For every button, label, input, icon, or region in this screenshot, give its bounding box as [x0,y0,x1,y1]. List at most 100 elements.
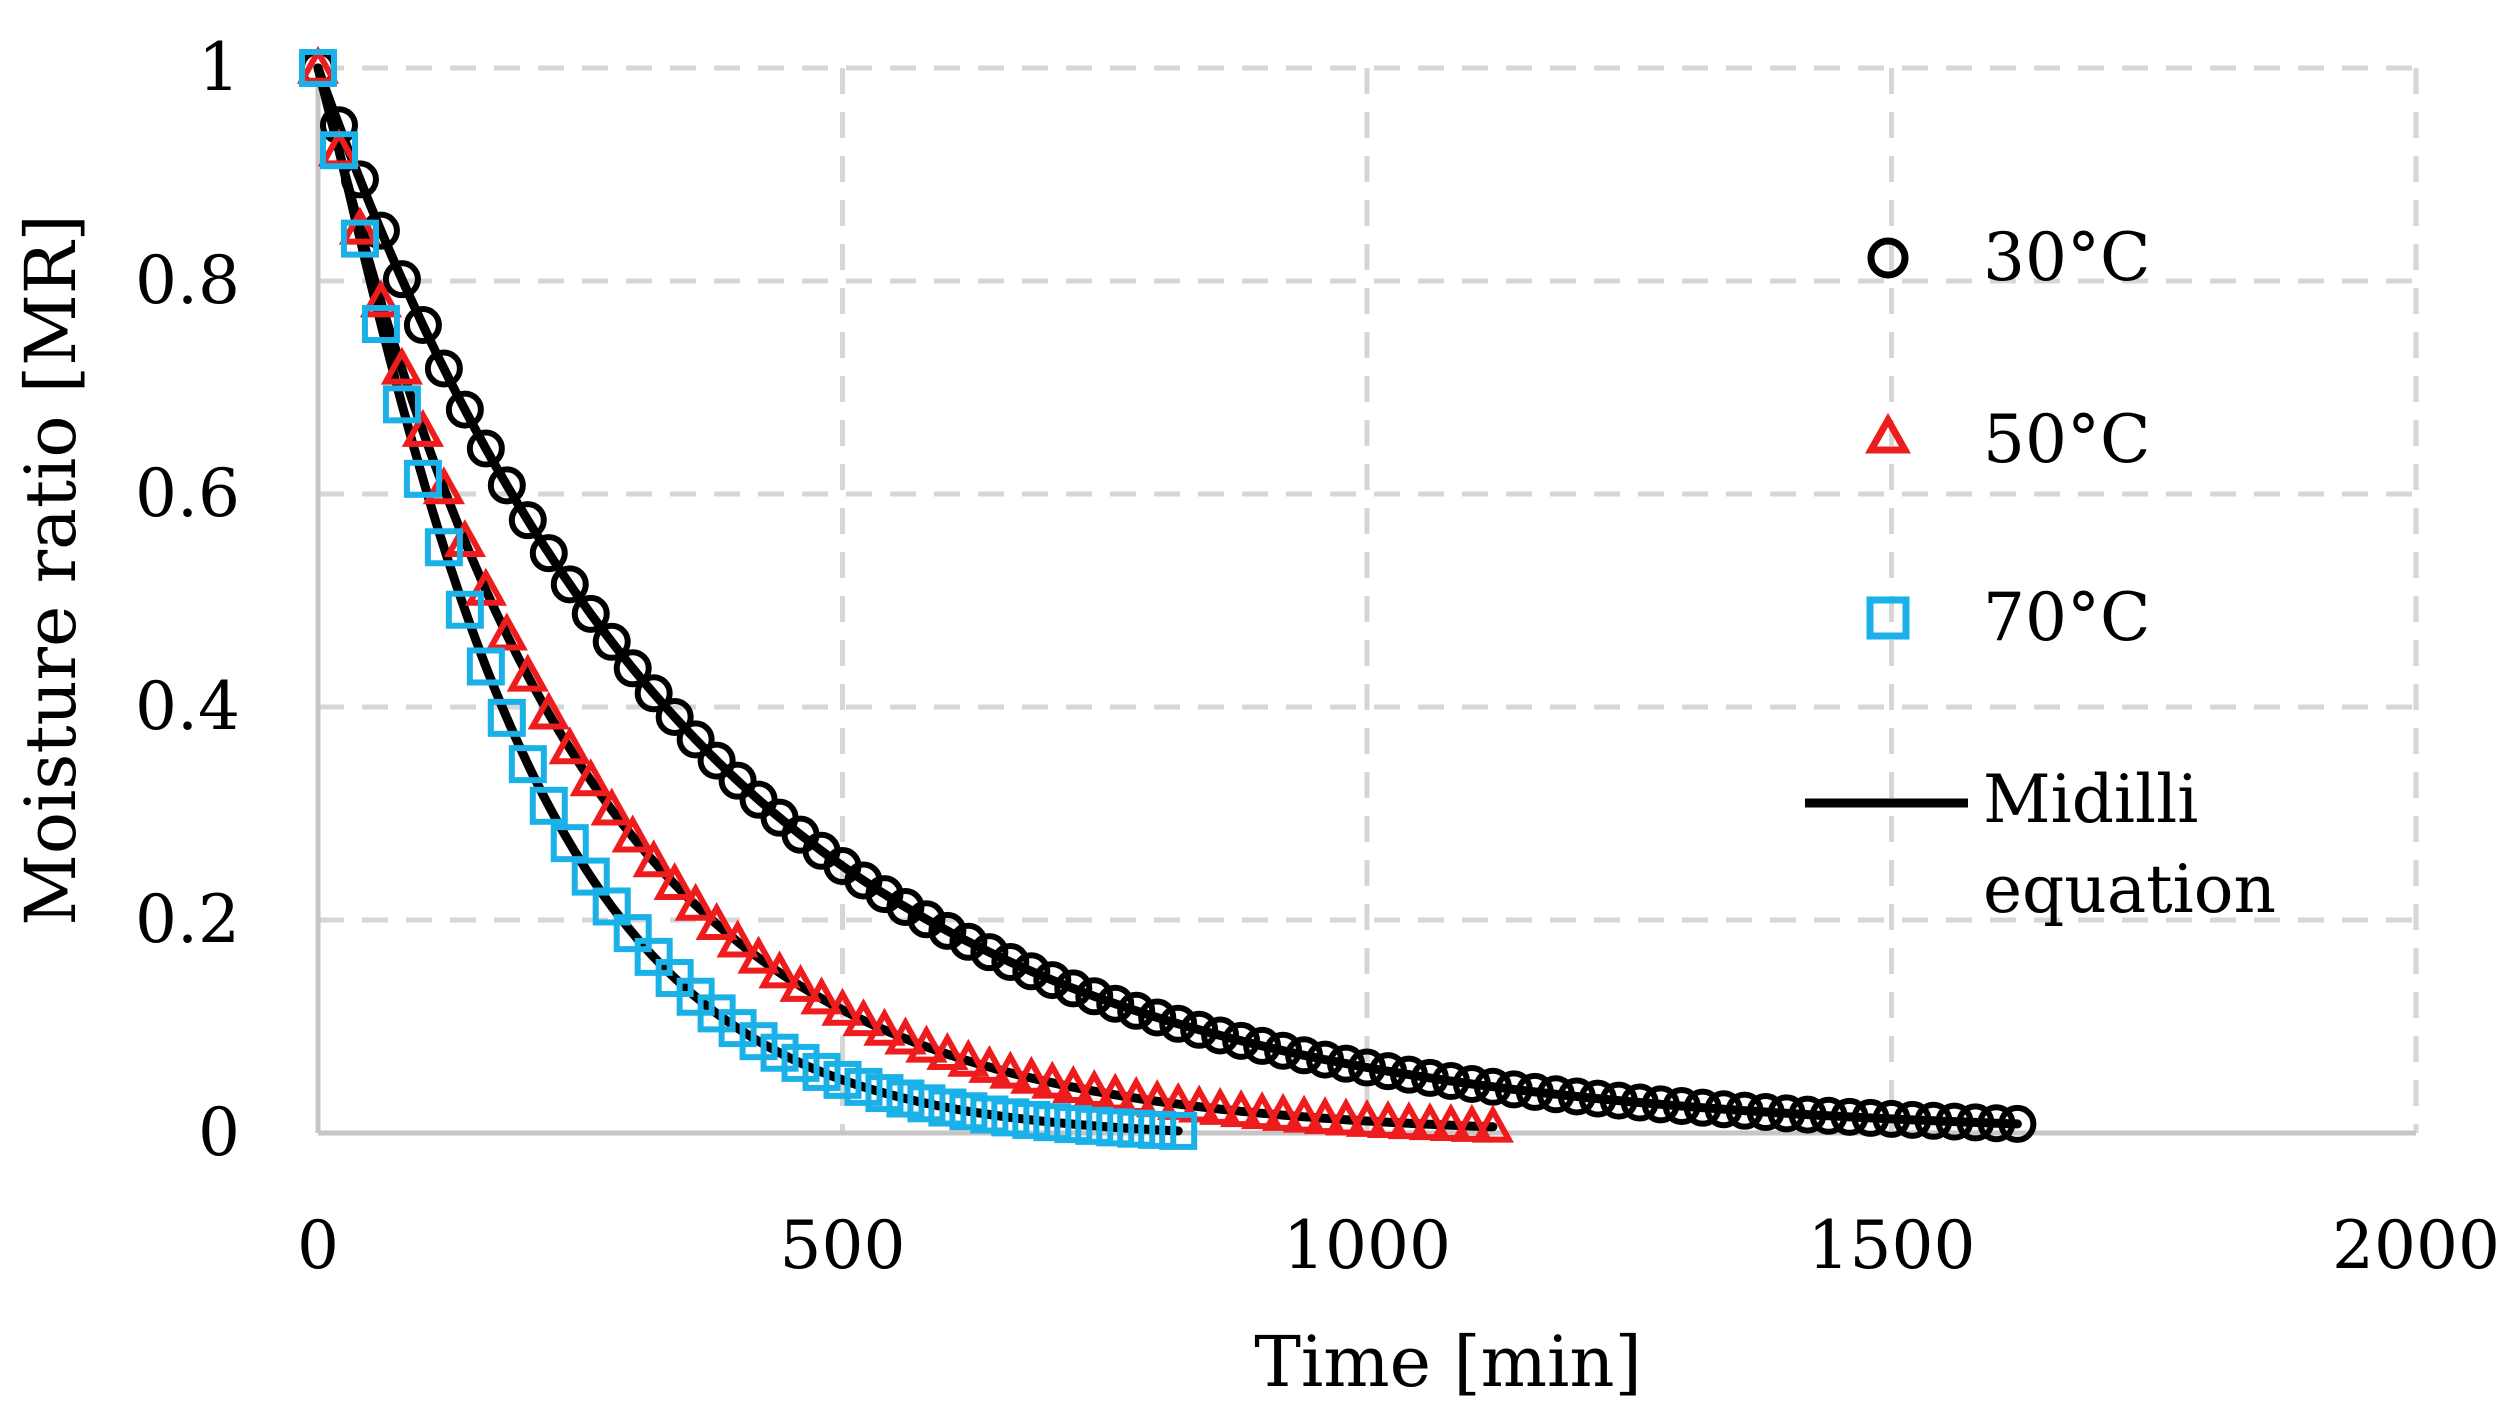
data-point-50c [653,861,696,900]
data-point-70c [1033,1103,1072,1142]
data-point-30c [340,160,379,199]
data-point-70c [1117,1109,1156,1148]
data-point-30c [319,106,358,145]
y-tick-label: 0.2 [135,881,240,958]
data-point-70c [550,824,589,863]
data-point-50c [1387,1101,1431,1140]
data-point-70c [634,937,673,976]
data-point-70c [299,49,337,87]
data-point-30c [1075,977,1114,1016]
data-point-30c [1138,998,1177,1037]
data-point-50c [1220,1089,1263,1128]
data-point-30c [1159,1004,1198,1043]
data-point-30c [697,741,736,780]
data-point-50c [1241,1091,1284,1130]
legend-entry-30c: 30°C [1867,219,2150,296]
data-point-30c [676,720,715,759]
data-point-50c [401,408,444,447]
data-point-50c [296,45,340,84]
data-point-70c [613,914,652,953]
data-point-30c [1348,1048,1386,1087]
data-point-70c [340,219,379,258]
data-point-50c [380,346,424,385]
data-point-30c [1578,1079,1617,1118]
y-tick-label: 1 [198,29,240,106]
data-point-70c [1138,1110,1177,1149]
data-point-50c [1303,1096,1347,1135]
data-point-50c [842,998,885,1037]
data-point-50c [779,963,822,1002]
data-point-30c [403,306,442,345]
data-point-70c [949,1092,988,1131]
data-point-70c [445,590,484,629]
data-point-70c [382,385,421,424]
data-point-30c [1725,1091,1764,1130]
data-point-50c [1429,1103,1473,1142]
data-point-30c [466,429,505,468]
data-point-70c [823,1060,862,1099]
data-point-70c [802,1052,841,1091]
data-point-30c [1306,1040,1345,1079]
data-point-50c [863,1007,906,1046]
series-1-markers [296,45,1514,1143]
legend-label-70c: 70°C [1983,579,2150,656]
y-tick-label: 0 [198,1094,240,1171]
data-point-50c [464,567,507,606]
data-point-30c [1704,1090,1743,1129]
data-point-50c [1450,1103,1493,1142]
data-point-30c [1264,1031,1303,1070]
data-point-50c [569,758,612,797]
x-tick-label: 1000 [1283,1207,1451,1284]
data-point-50c [548,726,591,765]
data-point-30c [1243,1026,1282,1065]
legend-entry-50c: 50°C [1864,401,2150,478]
legend-entry-70c: 70°C [1866,579,2150,656]
data-point-30c [1683,1088,1722,1127]
y-tick-label: 0.6 [135,455,240,532]
data-point-50c [695,901,738,940]
data-point-30c [1935,1102,1974,1141]
data-point-30c [1452,1064,1491,1103]
data-point-50c [1345,1098,1389,1137]
data-point-50c [1261,1092,1305,1131]
data-point-30c [424,349,463,388]
data-point-50c [1052,1064,1095,1103]
data-point-70c [361,305,400,344]
data-point-50c [1199,1086,1242,1125]
data-point-30c [1620,1083,1659,1122]
data-point-30c [949,922,988,961]
data-point-50c [821,987,864,1026]
data-point-50c [737,935,780,974]
data-point-70c [1096,1108,1135,1147]
data-point-30c [1767,1094,1806,1133]
data-point-50c [947,1038,990,1077]
data-point-30c [1557,1077,1596,1116]
legend-circle-marker [1867,237,1909,279]
data-point-30c [1327,1044,1366,1083]
x-axis-title: Time [min] [1254,1321,1642,1403]
data-point-70c [1012,1100,1051,1139]
data-point-30c [445,390,484,429]
data-point-70c [319,131,358,170]
data-point-30c [592,622,631,661]
data-point-50c [989,1050,1032,1089]
data-point-70c [466,647,505,686]
data-point-30c [1977,1104,2016,1143]
data-point-50c [338,206,382,245]
data-point-70c [928,1088,967,1127]
legend-entry-midilli: Midilli equation [1805,761,2276,928]
data-point-30c [1033,961,1072,1000]
data-point-30c [907,900,946,939]
data-point-50c [590,787,633,826]
data-point-30c [571,594,610,633]
data-point-50c [506,653,549,692]
data-point-30c [1746,1093,1785,1132]
data-point-70c [571,857,610,896]
data-point-50c [1366,1100,1410,1139]
data-point-30c [634,674,673,713]
series-2-markers [299,49,1198,1150]
legend-triangle-marker [1864,412,1912,454]
data-point-50c [1178,1084,1221,1123]
data-point-50c [359,279,403,318]
